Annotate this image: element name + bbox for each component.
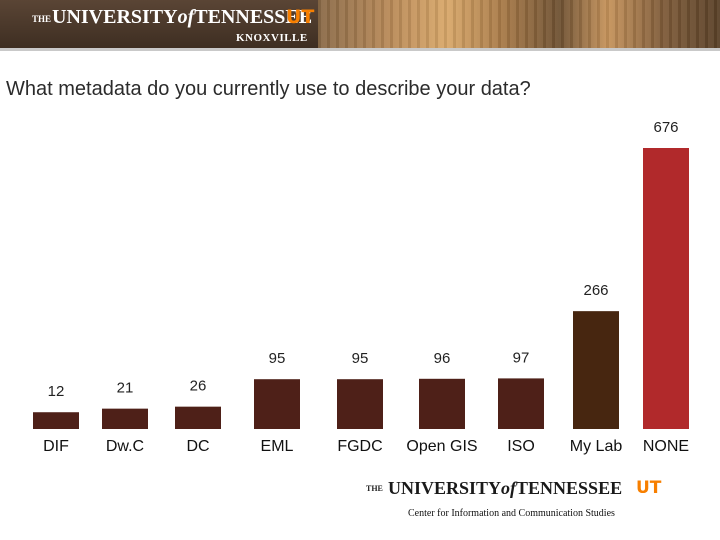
category-label: ISO [507, 438, 535, 455]
category-label: EML [261, 438, 294, 455]
bar-eml [254, 379, 300, 429]
header-banner: THE UNIVERSITYofTENNESSEE UT KNOXVILLE [0, 0, 720, 48]
category-label: NONE [643, 438, 689, 455]
value-label: 266 [583, 282, 608, 299]
footer-logo-university: UNIVERSITY [388, 478, 502, 498]
category-label: DIF [43, 438, 69, 455]
footer-logo-the: THE [366, 484, 383, 493]
value-label: 12 [48, 383, 65, 400]
bar-dif [33, 412, 79, 429]
footer-logo-of: of [501, 478, 517, 498]
logo-of: of [177, 6, 195, 28]
logo-knoxville: KNOXVILLE [236, 32, 308, 44]
bar-my-lab [573, 311, 619, 429]
category-label: My Lab [570, 438, 623, 455]
ut-logo-icon: UT [286, 6, 315, 28]
bar-fgdc [337, 379, 383, 429]
footer-ut-logo-icon: UT [636, 478, 662, 498]
page-title: What metadata do you currently use to de… [6, 78, 531, 100]
bar-dw-c [102, 408, 148, 429]
header-photo [318, 0, 720, 48]
bar-open-gis [419, 378, 465, 429]
value-label: 96 [434, 350, 451, 367]
category-label: Dw.C [106, 438, 144, 455]
logo-tennessee: TENNESSEE [194, 6, 313, 28]
category-label: DC [186, 438, 209, 455]
bar-iso [498, 378, 544, 429]
footer-logo: THE UNIVERSITYofTENNESSEE UT [366, 478, 666, 500]
logo-university: UNIVERSITY [52, 6, 178, 28]
header-divider [0, 48, 720, 51]
value-label: 21 [117, 380, 134, 397]
footer-logo-tennessee: TENNESSEE [516, 478, 623, 498]
bar-dc [175, 406, 221, 429]
header-logo-area [0, 0, 318, 48]
value-label: 97 [513, 349, 530, 366]
category-label: FGDC [337, 438, 382, 455]
value-label: 95 [269, 350, 286, 367]
logo-wordmark: UNIVERSITYofTENNESSEE [52, 6, 312, 29]
category-label: Open GIS [406, 438, 477, 455]
value-label: 26 [190, 378, 207, 395]
value-label: 676 [653, 119, 678, 136]
footer-subtitle: Center for Information and Communication… [408, 508, 615, 519]
value-label: 95 [352, 350, 369, 367]
logo-the: THE [32, 14, 52, 24]
bar-none [643, 148, 689, 429]
footer-logo-wordmark: UNIVERSITYofTENNESSEE [388, 478, 622, 499]
